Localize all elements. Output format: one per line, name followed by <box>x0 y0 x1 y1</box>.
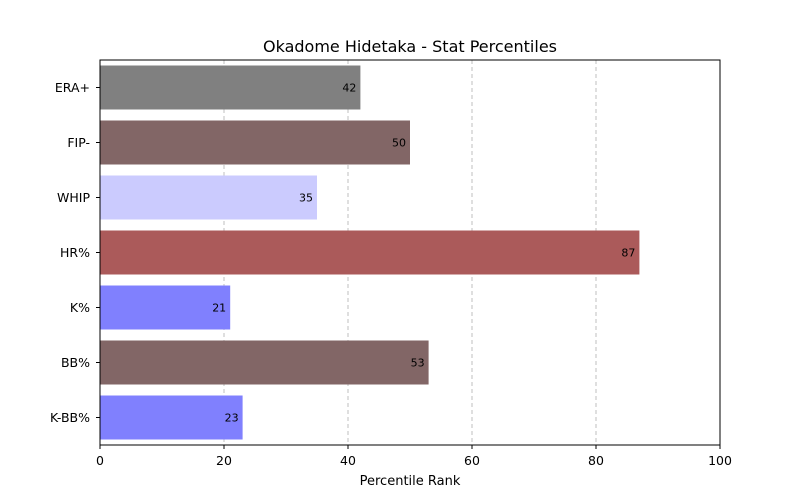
bar <box>100 285 231 330</box>
bar-value-label: 35 <box>299 192 313 205</box>
bar <box>100 175 317 220</box>
y-tick-label: FIP- <box>67 135 90 150</box>
y-tick-label: K% <box>70 300 90 315</box>
chart-title: Okadome Hidetaka - Stat Percentiles <box>263 37 557 56</box>
x-tick-label: 100 <box>708 453 732 468</box>
y-tick-label: WHIP <box>57 190 90 205</box>
x-tick-label: 60 <box>464 453 480 468</box>
bar <box>100 340 429 385</box>
x-tick-label: 20 <box>216 453 232 468</box>
x-tick-label: 0 <box>96 453 104 468</box>
ticks: 0 20 40 60 80 100 ERA+ FIP- WHIP HR% K% BB% K-BB% <box>50 80 732 468</box>
bar-value-label: 42 <box>342 82 356 95</box>
y-tick-label: HR% <box>60 245 90 260</box>
bar-value-label: 50 <box>392 137 406 150</box>
bar <box>100 230 640 275</box>
x-tick-label: 80 <box>588 453 604 468</box>
bar-value-label: 21 <box>212 302 226 315</box>
bar-value-label: 23 <box>225 412 239 425</box>
bars: 42 50 35 87 21 53 23 <box>100 65 640 440</box>
bar-value-label: 53 <box>411 357 425 370</box>
y-tick-label: K-BB% <box>50 410 90 425</box>
bar <box>100 395 243 440</box>
bar-value-label: 87 <box>621 247 635 260</box>
bar <box>100 120 410 165</box>
bar <box>100 65 361 110</box>
x-axis-label: Percentile Rank <box>360 474 461 489</box>
y-tick-label: ERA+ <box>55 80 90 95</box>
y-tick-label: BB% <box>61 355 90 370</box>
x-tick-label: 40 <box>340 453 356 468</box>
